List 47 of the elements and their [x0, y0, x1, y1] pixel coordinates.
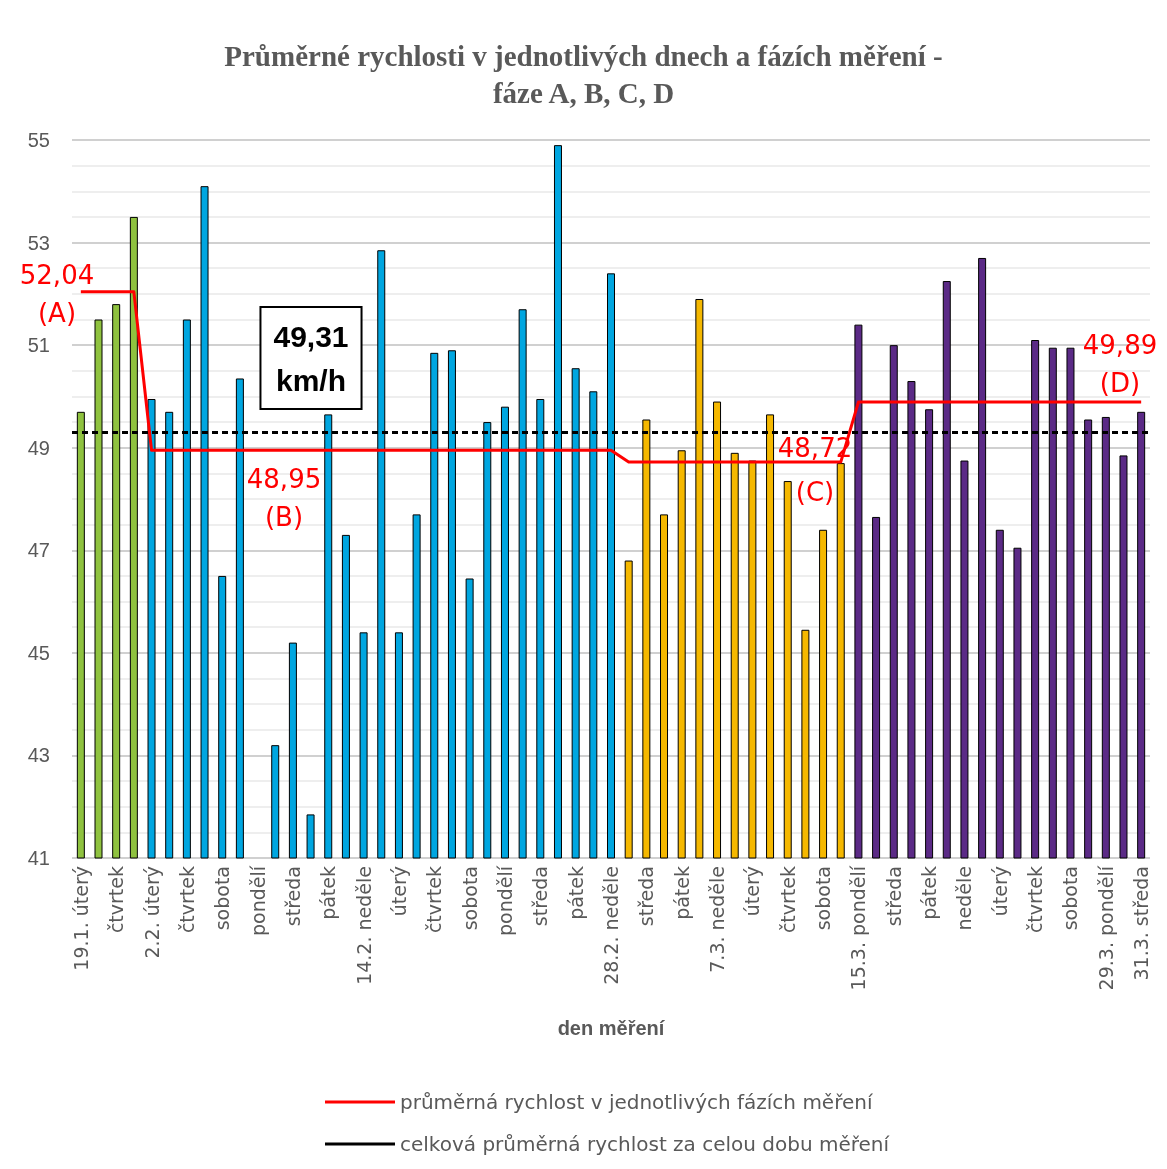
chart-title: Průměrné rychlosti v jednotlivých dnech a fázích měření - fáze A, B, C, D	[224, 39, 943, 109]
y-tick-label: 45	[27, 641, 50, 664]
x-tick-label: čtvrtek	[105, 866, 128, 934]
x-tick-label: neděle	[953, 866, 976, 931]
x-tick-label: sobota	[211, 866, 234, 931]
y-tick-label: 43	[27, 744, 50, 767]
y-tick-label: 41	[27, 847, 50, 869]
x-tick-label: středa	[281, 866, 304, 927]
x-axis-title: den měření	[557, 1017, 666, 1039]
x-tick-label: 15.3. pondělí	[847, 865, 870, 991]
x-tick-label: 28.2. neděle	[600, 866, 622, 985]
x-tick-label: 14.2. neděle	[352, 866, 375, 985]
x-tick-label: 31.3. středa	[1130, 866, 1153, 981]
legend-label: průměrná rychlost v jednotlivých fázích měření	[400, 1090, 874, 1114]
annotation: 52,04 (A)	[19, 259, 95, 328]
x-tick-label: 29.3. pondělí	[1094, 865, 1117, 991]
x-tick-label: pátek	[670, 866, 693, 920]
y-tick-label: 53	[27, 231, 50, 254]
x-tick-label: úterý	[741, 866, 764, 917]
x-tick-label: středa	[882, 866, 905, 927]
x-tick-label: sobota	[812, 866, 835, 931]
x-tick-label: pátek	[564, 866, 587, 920]
x-tick-label: pátek	[918, 866, 941, 920]
annotation: 49,89 (D)	[1082, 330, 1158, 399]
x-tick-label: čtvrtek	[776, 866, 799, 934]
x-tick-label: pátek	[317, 866, 340, 920]
annotation: 49,31 km/h	[273, 319, 349, 397]
x-tick-label: 7.3. neděle	[706, 866, 729, 973]
x-tick-label: pondělí	[246, 865, 269, 937]
x-tick-label: středa	[635, 866, 658, 927]
x-tick-label: čtvrtek	[175, 866, 198, 934]
x-tick-label: úterý	[387, 866, 410, 917]
x-tick-label: 2.2. úterý	[140, 866, 163, 959]
x-tick-label: úterý	[988, 866, 1011, 917]
y-tick-label: 51	[27, 334, 50, 357]
y-tick-label: 49	[27, 436, 50, 459]
x-tick-label: sobota	[458, 866, 481, 931]
x-tick-label: 19.1. úterý	[69, 866, 92, 971]
annotation: 48,95 (B)	[246, 464, 322, 533]
x-tick-label: čtvrtek	[1024, 866, 1047, 934]
x-tick-label: sobota	[1059, 866, 1082, 931]
y-tick-label: 55	[27, 129, 50, 151]
legend-label: celková průměrná rychlost za celou dobu měření	[400, 1132, 891, 1156]
x-tick-label: čtvrtek	[423, 866, 446, 934]
y-tick-label: 47	[27, 539, 50, 562]
x-tick-label: pondělí	[493, 865, 516, 937]
x-tick-label: středa	[529, 866, 552, 927]
